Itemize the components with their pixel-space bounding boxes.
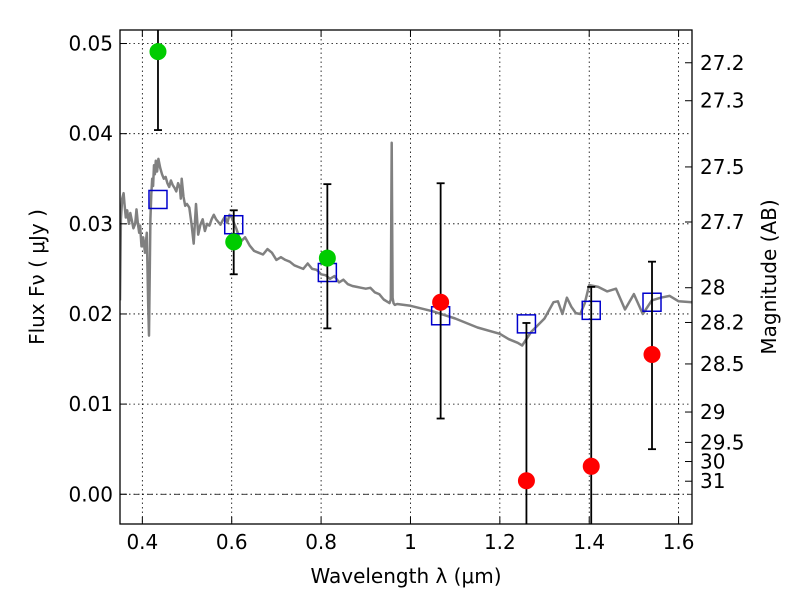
plot-frame xyxy=(119,29,693,525)
y-tick-label: 0.03 xyxy=(68,212,113,236)
mag-tick-label: 28.2 xyxy=(700,310,745,334)
right-axis-title: Magnitude (AB) xyxy=(757,199,781,354)
mag-tick-label: 28.5 xyxy=(700,352,745,376)
model-flux-square xyxy=(148,189,168,210)
mag-tick-label: 28 xyxy=(700,276,725,300)
observed-flux-point xyxy=(582,457,600,475)
x-tick-label: 1.6 xyxy=(663,530,695,554)
plot-area xyxy=(120,30,692,524)
mag-tick-label: 27.2 xyxy=(700,51,745,75)
y-tick-label: 0.00 xyxy=(68,482,113,506)
y-tick-label: 0.02 xyxy=(68,302,113,326)
sed-model-line xyxy=(120,141,692,347)
y-tick-label: 0.01 xyxy=(68,392,113,416)
x-tick-label: 0.8 xyxy=(305,530,337,554)
observed-flux-point xyxy=(432,293,450,311)
mag-tick-label: 27.3 xyxy=(700,89,745,113)
mag-tick-label: 27.5 xyxy=(700,155,745,179)
axes-ticks: 0.4 0.6 0.8 1 1.2 1.4 1.6 0.00 0.01 0.02 0.03 0.04 0… xyxy=(68,30,745,554)
observed-flux-point xyxy=(225,233,243,251)
x-tick-label: 0.4 xyxy=(126,530,158,554)
mag-tick-label: 30 xyxy=(700,450,725,474)
x-tick-label: 1.4 xyxy=(573,530,605,554)
observed-flux-point xyxy=(643,346,661,364)
mag-tick-label: 31 xyxy=(700,469,725,493)
x-tick-label: 0.6 xyxy=(216,530,248,554)
observed-flux-point xyxy=(517,472,535,490)
mag-tick-label: 29.5 xyxy=(700,430,745,454)
x-tick-label: 1 xyxy=(404,530,417,554)
observed-flux-point xyxy=(318,249,336,267)
mag-tick-label: 27.7 xyxy=(700,210,745,234)
x-axis-title: Wavelength λ (μm) xyxy=(310,564,501,588)
mag-tick-label: 29 xyxy=(700,400,725,424)
y-tick-label: 0.05 xyxy=(68,32,113,56)
x-tick-label: 1.2 xyxy=(484,530,516,554)
observed-flux-point xyxy=(149,43,167,61)
y-axis-title: Flux Fν ( μJy ) xyxy=(25,209,49,345)
y-tick-label: 0.04 xyxy=(68,122,113,146)
